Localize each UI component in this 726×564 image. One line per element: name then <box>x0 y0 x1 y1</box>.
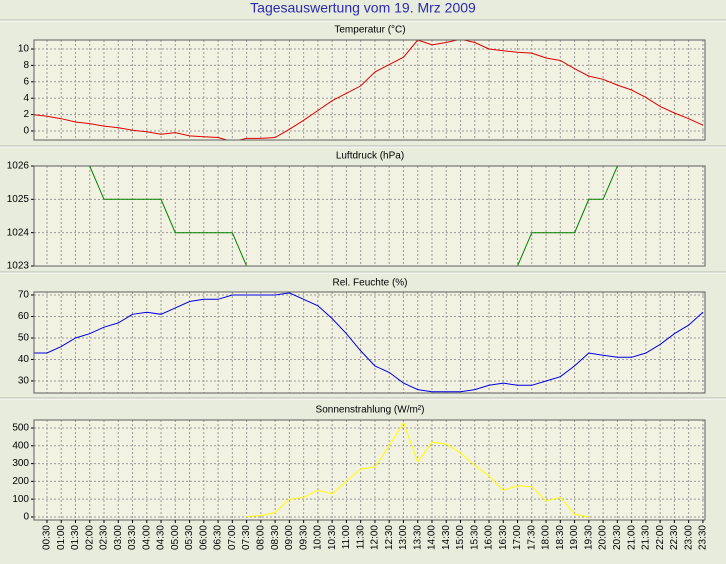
y-tick-label: 4 <box>23 93 29 104</box>
y-tick-label: 1025 <box>7 194 30 205</box>
x-tick-label: 11:00 <box>341 525 352 550</box>
x-tick-label: 15:00 <box>455 525 466 550</box>
x-tick-label: 14:00 <box>427 525 438 550</box>
data-line <box>246 421 589 518</box>
x-tick-label: 23:00 <box>683 525 694 550</box>
panel-title: Temperatur (°C) <box>334 25 405 36</box>
plot-frame <box>33 165 706 267</box>
plot-area <box>34 292 705 393</box>
y-tick-label: 2 <box>23 109 29 120</box>
panel-title: Rel. Feuchte (%) <box>332 278 407 289</box>
y-tick-label: 100 <box>12 494 29 505</box>
plot-frame <box>33 291 706 394</box>
x-tick-label: 23:30 <box>698 525 709 550</box>
y-tick-label: 30 <box>18 376 30 387</box>
data-line <box>34 166 703 266</box>
plot-frame <box>33 419 706 521</box>
series <box>246 421 589 518</box>
x-tick-label: 11:30 <box>355 525 366 550</box>
x-tick-label: 01:30 <box>70 525 81 550</box>
x-tick-label: 15:30 <box>469 525 480 550</box>
x-tick-label: 09:30 <box>298 525 309 550</box>
data-line <box>34 40 704 140</box>
x-tick-label: 21:00 <box>626 525 637 550</box>
x-tick-label: 06:30 <box>213 525 224 550</box>
y-tick-label: 1024 <box>7 227 30 238</box>
x-tick-label: 04:30 <box>156 525 167 550</box>
x-tick-label: 18:30 <box>555 525 566 550</box>
y-tick-label: 1023 <box>7 261 30 272</box>
x-tick-label: 16:30 <box>498 525 509 550</box>
x-tick-label: 19:00 <box>569 525 580 550</box>
plot-frame <box>33 39 706 141</box>
x-tick-label: 05:00 <box>170 525 181 550</box>
series <box>34 40 704 140</box>
x-tick-label: 17:00 <box>512 525 523 550</box>
x-tick-label: 20:00 <box>598 525 609 550</box>
x-tick-label: 17:30 <box>526 525 537 550</box>
x-tick-label: 12:00 <box>370 525 381 550</box>
y-tick-label: 0 <box>23 512 29 523</box>
y-tick-label: 60 <box>18 311 30 322</box>
y-tick-label: 50 <box>18 333 30 344</box>
y-tick-label: 70 <box>18 290 30 301</box>
x-tick-label: 22:00 <box>655 525 666 550</box>
y-tick-label: 1026 <box>7 161 30 172</box>
x-tick-label: 18:00 <box>541 525 552 550</box>
x-tick-label: 04:00 <box>141 525 152 550</box>
x-tick-label: 22:30 <box>669 525 680 550</box>
series <box>34 166 703 266</box>
y-tick-label: 0 <box>23 126 29 137</box>
y-tick-label: 40 <box>18 354 30 365</box>
plot-area <box>34 420 705 520</box>
x-tick-label: 10:30 <box>327 525 338 550</box>
x-tick-label: 16:00 <box>484 525 495 550</box>
series <box>34 292 704 393</box>
x-tick-label: 19:30 <box>583 525 594 550</box>
x-tick-label: 02:30 <box>99 525 110 550</box>
y-tick-label: 400 <box>12 440 29 451</box>
x-tick-label: 00:30 <box>42 525 53 550</box>
y-tick-label: 500 <box>12 423 29 434</box>
page-title: Tagesauswertung vom 19. Mrz 2009 <box>250 0 476 16</box>
plot-area <box>34 40 705 140</box>
x-tick-label: 20:30 <box>612 525 623 550</box>
x-tick-label: 02:00 <box>84 525 95 550</box>
y-tick-label: 300 <box>12 458 29 469</box>
x-tick-label: 13:30 <box>412 525 423 550</box>
x-tick-label: 12:30 <box>384 525 395 550</box>
x-tick-label: 03:00 <box>113 525 124 550</box>
y-tick-label: 200 <box>12 476 29 487</box>
y-tick-label: 10 <box>18 44 30 55</box>
x-tick-label: 05:30 <box>184 525 195 550</box>
x-tick-label: 06:00 <box>198 525 209 550</box>
x-tick-label: 07:30 <box>241 525 252 550</box>
x-tick-label: 08:30 <box>270 525 281 550</box>
data-line <box>34 292 704 393</box>
x-tick-label: 21:30 <box>641 525 652 550</box>
y-tick-label: 6 <box>23 76 29 87</box>
x-tick-label: 03:30 <box>127 525 138 550</box>
x-tick-label: 14:30 <box>441 525 452 550</box>
x-tick-label: 09:00 <box>284 525 295 550</box>
x-tick-label: 13:00 <box>398 525 409 550</box>
x-tick-label: 07:00 <box>227 525 238 550</box>
panel-title: Sonnenstrahlung (W/m²) <box>316 405 425 416</box>
x-tick-label: 08:00 <box>256 525 267 550</box>
panel-title: Luftdruck (hPa) <box>336 151 404 162</box>
x-tick-label: 01:00 <box>56 525 67 550</box>
y-tick-label: 8 <box>23 60 29 71</box>
x-tick-label: 10:00 <box>313 525 324 550</box>
plot-area <box>34 166 705 266</box>
